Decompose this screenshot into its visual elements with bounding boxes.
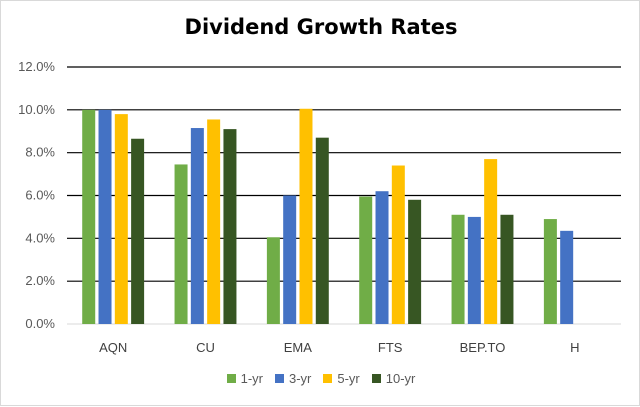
x-tick-labels: AQN CU EMA FTS BEP.TO H <box>99 340 579 355</box>
legend-label: 3-yr <box>288 371 312 386</box>
bar-cu-1-yr <box>174 164 188 324</box>
y-tick-label: 12.0% <box>18 59 55 74</box>
bar-h-1-yr <box>543 219 557 324</box>
bar-cu-5-yr <box>207 119 221 325</box>
x-tick-label: CU <box>196 340 215 355</box>
legend-label: 10-yr <box>385 371 416 386</box>
legend-item: 3-yr <box>274 371 312 386</box>
bars <box>82 108 574 325</box>
legend-swatch <box>323 374 333 383</box>
bar-cu-10-yr <box>223 129 237 324</box>
bar-bep-to-10-yr <box>500 214 514 324</box>
bar-bep-to-1-yr <box>451 214 465 324</box>
x-tick-label: BEP.TO <box>460 340 506 355</box>
x-tick-label: AQN <box>99 340 127 355</box>
legend-item: 1-yr <box>226 371 263 386</box>
legend-label: 1-yr <box>240 371 263 386</box>
bar-aqn-5-yr <box>114 114 128 324</box>
legend-swatch <box>371 374 381 383</box>
legend: 1-yr 3-yr 5-yr 10-yr <box>1 371 640 386</box>
y-tick-label: 4.0% <box>25 230 55 245</box>
legend-swatch <box>226 374 236 383</box>
bar-aqn-10-yr <box>131 138 145 324</box>
bar-fts-10-yr <box>408 199 422 324</box>
bar-ema-10-yr <box>315 137 329 324</box>
bar-ema-5-yr <box>299 108 313 324</box>
bar-bep-to-5-yr <box>484 159 498 324</box>
chart-title: Dividend Growth Rates <box>184 15 458 39</box>
x-tick-label: EMA <box>284 340 313 355</box>
y-tick-label: 6.0% <box>25 188 55 203</box>
gridlines <box>67 66 621 325</box>
y-tick-label: 0.0% <box>25 316 55 331</box>
bar-aqn-1-yr <box>82 109 96 324</box>
bar-cu-3-yr <box>190 128 204 324</box>
y-tick-label: 8.0% <box>25 145 55 160</box>
x-tick-label: H <box>570 340 579 355</box>
bar-fts-1-yr <box>359 196 373 324</box>
bar-h-3-yr <box>560 230 574 324</box>
legend-item: 10-yr <box>371 371 416 386</box>
legend-swatch <box>274 374 284 383</box>
bar-aqn-3-yr <box>98 109 112 324</box>
y-tick-label: 2.0% <box>25 273 55 288</box>
bar-fts-5-yr <box>391 165 405 324</box>
legend-label: 5-yr <box>337 371 360 386</box>
bar-fts-3-yr <box>375 191 389 324</box>
bar-bep-to-3-yr <box>467 216 481 324</box>
bar-ema-1-yr <box>266 237 280 324</box>
y-tick-labels: 0.0% 2.0% 4.0% 6.0% 8.0% 10.0% 12.0% <box>18 59 55 331</box>
legend-item: 5-yr <box>323 371 360 386</box>
bar-ema-3-yr <box>283 195 297 324</box>
x-tick-label: FTS <box>378 340 403 355</box>
y-tick-label: 10.0% <box>18 102 55 117</box>
